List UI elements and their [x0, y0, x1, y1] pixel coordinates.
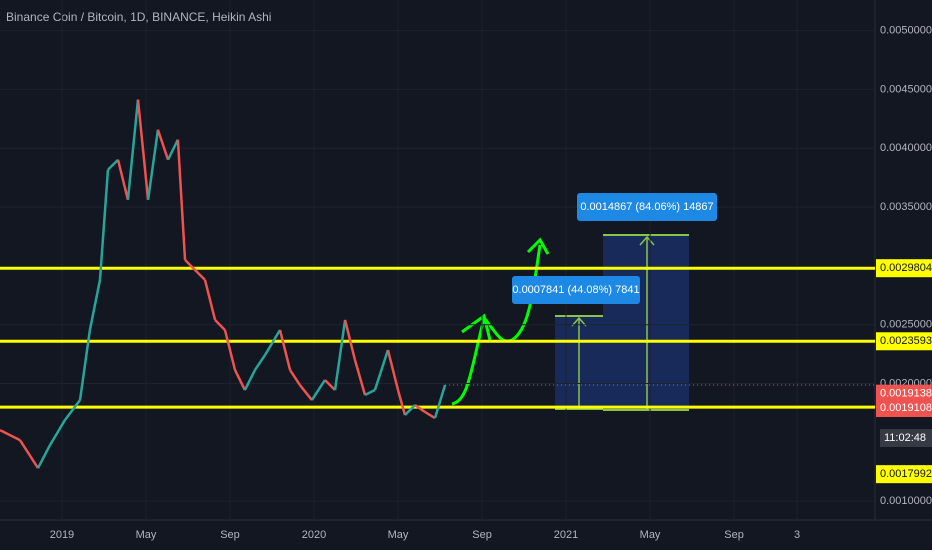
price-segment: [253, 354, 267, 371]
x-tick-label: Sep: [724, 529, 744, 541]
price-segment: [146, 129, 160, 200]
price-segment: [433, 384, 447, 419]
annotation: 0.0014867 (84.06%) 14867: [580, 201, 713, 213]
price-segment: [386, 349, 400, 391]
measure-box: [603, 235, 689, 409]
y-tick-label: 0.0010000: [880, 495, 932, 507]
price-segment: [18, 439, 40, 469]
price-segment: [396, 389, 407, 416]
price-segment: [194, 268, 206, 281]
measure-tools: [555, 234, 689, 411]
price-segment: [333, 319, 347, 391]
x-tick-label: May: [640, 529, 661, 541]
price-label: 0.0017992: [880, 468, 932, 480]
price-segment: [176, 139, 187, 260]
measure-arrow-head: [571, 316, 587, 327]
x-tick-label: May: [388, 529, 409, 541]
price-segment: [214, 319, 226, 331]
y-tick-label: 0.0035000: [880, 201, 932, 213]
price-segment: [116, 159, 130, 201]
price-segment: [278, 329, 292, 371]
price-segment: [156, 129, 170, 161]
annotation: 0.0007841 (44.08%) 7841: [512, 284, 639, 296]
price-label-box: [876, 399, 932, 418]
y-tick-label: 0.0040000: [880, 142, 932, 154]
measure-arrow-head: [639, 235, 655, 246]
price-label: 0.0029804: [880, 262, 932, 274]
annotation-box: [512, 276, 640, 304]
price-segment: [63, 399, 82, 421]
price-segment: [414, 404, 426, 414]
countdown: 11:02:48: [884, 432, 926, 444]
drawn-arrow: [451, 244, 542, 406]
annotation-box: [577, 193, 717, 221]
x-tick-label: 2020: [302, 529, 326, 541]
y-tick-label: 0.0045000: [880, 83, 932, 95]
y-tick-label: 0.0050000: [880, 24, 932, 36]
price-label-box: [876, 384, 932, 403]
price-segment: [263, 329, 282, 356]
price-segment: [48, 419, 66, 446]
price-segment: [184, 258, 196, 271]
price-segment: [343, 319, 357, 361]
price-segment: [166, 139, 180, 161]
price-segment: [136, 99, 150, 200]
price-label: 0.0019138: [880, 388, 932, 400]
x-tick-label: 2019: [50, 529, 74, 541]
price-label-box: [876, 332, 932, 351]
price-label-box: [876, 465, 932, 484]
x-tick-label: 3: [794, 529, 800, 541]
price-segment: [203, 279, 217, 321]
price-label-box: [876, 259, 932, 278]
price-label: 0.0019108: [880, 402, 932, 414]
price-segment: [298, 384, 313, 401]
price-segment: [310, 379, 326, 401]
price-segment: [424, 411, 436, 420]
price-segment: [98, 169, 110, 280]
price-label: 0.0023593: [880, 335, 932, 347]
price-segment: [78, 329, 92, 401]
x-tick-label: May: [136, 529, 157, 541]
drawn-arrow-head: [461, 313, 492, 341]
price-segment: [353, 359, 367, 396]
drawn-arrow-head: [526, 237, 550, 255]
price-segment: [373, 349, 390, 391]
countdown-box: [880, 429, 932, 448]
price-segment: [36, 444, 52, 469]
chart-title: Binance Coin / Bitcoin, 1D, BINANCE, Hei…: [6, 10, 271, 24]
price-segment: [364, 388, 376, 397]
price-segment: [289, 369, 301, 386]
price-segment: [243, 369, 257, 391]
price-segment: [233, 369, 247, 391]
price-segment: [223, 329, 237, 371]
price-segment: [107, 158, 119, 171]
price-segment: [324, 379, 336, 391]
price-segment: [0, 428, 21, 442]
x-tick-label: 2021: [554, 529, 578, 541]
y-tick-label: 0.0025000: [880, 319, 932, 331]
price-segment: [126, 99, 140, 200]
x-tick-label: Sep: [472, 529, 492, 541]
price-segment: [88, 279, 102, 331]
x-tick-label: Sep: [220, 529, 240, 541]
price-segment: [404, 404, 416, 416]
